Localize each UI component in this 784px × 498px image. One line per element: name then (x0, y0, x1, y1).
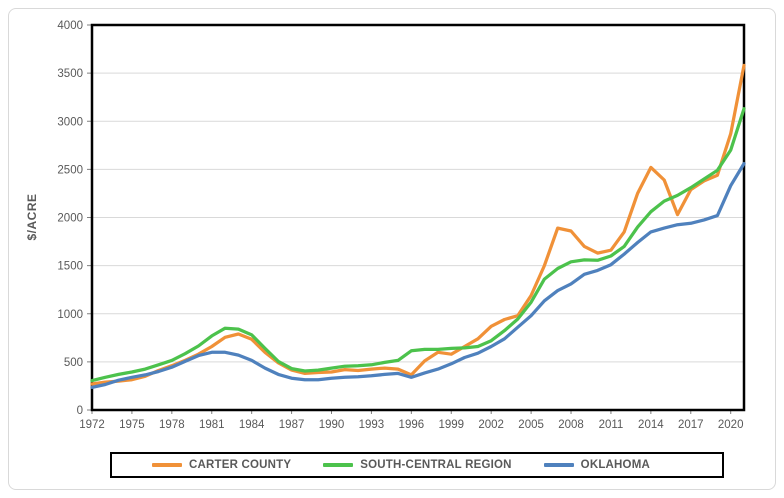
y-axis-tick-label: 500 (64, 357, 83, 369)
legend-swatch-south-central-region (323, 463, 354, 467)
x-axis-tick-label: 2008 (558, 419, 584, 431)
x-axis-tick-label: 1996 (399, 419, 425, 431)
x-axis-tick-label: 1990 (319, 419, 345, 431)
chart-legend: CARTER COUNTY SOUTH-CENTRAL REGION OKLAH… (110, 452, 724, 478)
legend-label-carter-county: CARTER COUNTY (189, 459, 292, 471)
x-axis-tick-label: 1978 (159, 419, 185, 431)
y-axis-tick-label: 0 (77, 405, 83, 417)
x-axis-tick-label: 1975 (119, 419, 145, 431)
x-axis-tick-label: 1993 (359, 419, 385, 431)
legend-swatch-oklahoma (543, 463, 574, 467)
legend-item-carter-county: CARTER COUNTY (152, 459, 291, 471)
series-line-oklahoma (90, 161, 746, 390)
series-line-south-central-region (90, 107, 746, 383)
y-axis-tick-label: 3500 (57, 68, 83, 80)
series-line-carter-county (90, 63, 746, 386)
x-axis-tick-label: 2014 (638, 419, 664, 431)
y-axis-tick-label: 1000 (57, 309, 83, 321)
legend-item-south-central-region: SOUTH-CENTRAL REGION (323, 459, 511, 471)
y-axis-tick-label: 2000 (57, 213, 83, 225)
x-axis-tick-label: 1999 (438, 419, 464, 431)
plot-border (90, 23, 746, 412)
legend-swatch-carter-county (152, 463, 182, 467)
legend-item-oklahoma: OKLAHOMA (543, 459, 650, 471)
x-axis-tick-label: 2002 (478, 419, 504, 431)
y-axis-tick-label: 2500 (57, 164, 83, 176)
x-axis-tick-label: 1987 (279, 419, 305, 431)
x-axis-tick-label: 1984 (239, 419, 265, 431)
y-axis-tick-label: 4000 (57, 20, 83, 32)
y-axis-tick-label: 3000 (57, 116, 83, 128)
x-axis-tick-label: 2011 (599, 419, 624, 431)
y-axis-title: $/ACRE (25, 193, 39, 241)
legend-label-oklahoma: OKLAHOMA (580, 459, 650, 471)
x-axis-tick-label: 2005 (518, 419, 544, 431)
y-axis-tick-label: 1500 (57, 261, 83, 273)
legend-label-south-central-region: SOUTH-CENTRAL REGION (360, 459, 512, 471)
x-axis-tick-label: 1972 (79, 419, 105, 431)
x-axis-tick-label: 1981 (199, 419, 225, 431)
x-axis-tick-label: 2020 (718, 419, 744, 431)
x-axis-tick-label: 2017 (678, 419, 704, 431)
